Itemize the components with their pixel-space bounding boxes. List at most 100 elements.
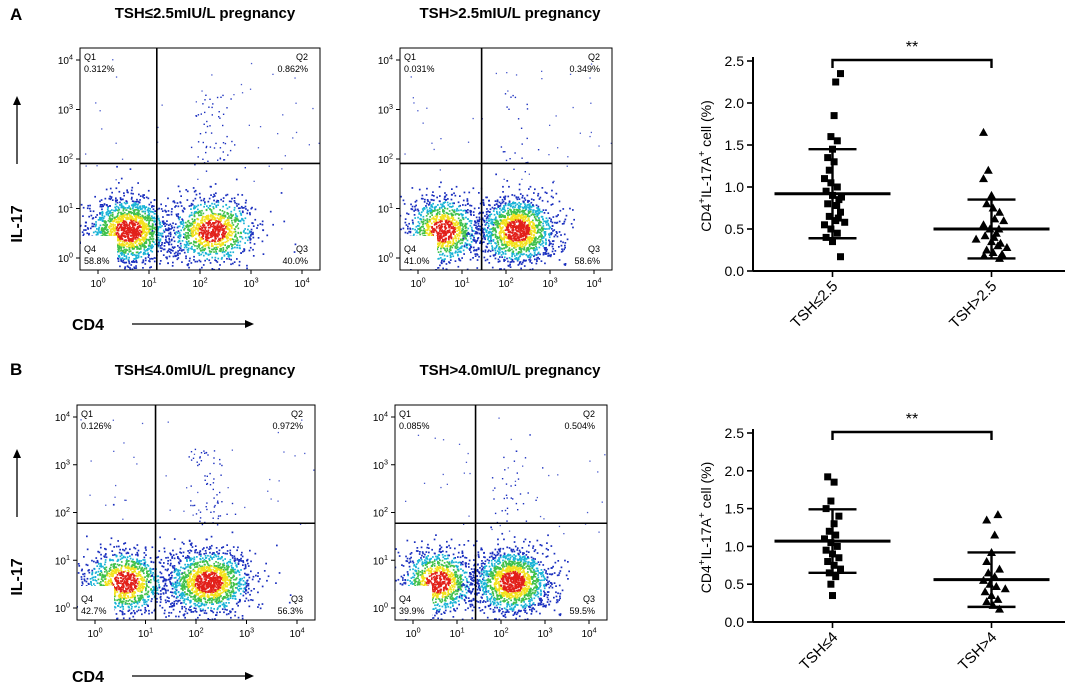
flow-event [139,223,141,225]
flow-event [539,253,541,256]
flow-event [194,241,197,244]
flow-event [151,219,154,222]
flow-event [161,104,163,106]
flow-event [126,249,129,251]
flow-event [235,202,238,205]
flow-event [535,210,538,213]
flow-event [499,251,501,254]
flow-event [158,242,160,245]
flow-event [116,215,119,218]
flow-event [130,219,132,222]
flow-event [136,257,139,259]
flow-event [544,253,547,255]
il17-axis-arrowhead [13,449,21,458]
flow-event [527,231,529,234]
flow-event [469,219,471,222]
flow-event [519,216,522,219]
flow-event [457,226,460,229]
flow-event [76,230,78,232]
flow-event [510,211,513,214]
flow-event [473,207,476,210]
flow-event [237,203,240,206]
flow-event [418,222,421,225]
flow-event [443,232,445,235]
flow-event [533,254,536,257]
flow-event [514,202,517,204]
flow-event [501,231,504,233]
flow-event [189,257,191,260]
flow-event [207,242,210,245]
flow-event [197,252,200,255]
flow-event [551,250,554,253]
flow-event [131,218,134,221]
flow-event [141,233,143,236]
flow-event [153,220,156,223]
flow-event [215,221,217,224]
flow-event [531,213,534,215]
flow-event [464,231,466,234]
flow-event [205,226,207,229]
flow-event [122,209,125,212]
flow-event [488,225,490,227]
flow-event [139,216,142,218]
flow-event [508,231,511,233]
flow-event [458,247,461,250]
flow-event [135,267,138,269]
flow-event [132,242,134,245]
flow-event [90,214,93,217]
flow-event [449,202,451,205]
flow-event [524,238,526,240]
flow-event [135,235,138,238]
flow-event [203,230,206,232]
flow-event [506,241,509,243]
flow-event [109,195,111,198]
flow-event [442,216,445,218]
flow-event [138,239,141,242]
flow-event [513,225,515,228]
flow-event [505,246,507,249]
flow-event [441,229,443,231]
flow-event [524,206,526,209]
flow-event [488,230,491,233]
flow-event [210,223,213,226]
flow-event [211,106,213,109]
flow-event [149,219,152,222]
flow-event [125,225,128,227]
flow-event [124,220,127,223]
flow-event [429,218,432,221]
flow-event [230,216,233,218]
flow-event [531,254,533,256]
flow-event [136,216,139,218]
flow-event [194,164,196,166]
flow-event [156,229,159,232]
flow-event [484,259,487,262]
flow-event [131,216,134,218]
flow-event [526,227,528,230]
flow-event [522,207,525,209]
flow-event [89,204,91,207]
flow-event [405,224,408,226]
flow-event [512,234,515,236]
flow-event [73,238,75,240]
flow-event [113,218,116,221]
flow-event [411,219,414,222]
flow-event [118,245,121,248]
quadrant-name-q1: Q1 [84,52,96,62]
flow-event [451,243,454,245]
flow-event [223,217,225,220]
flow-event [435,223,438,225]
flow-event [527,246,529,249]
flow-event [148,239,151,241]
x-tick-label: 104 [294,276,309,291]
flow-event [224,241,226,244]
flow-event [462,228,464,231]
flow-event [238,210,241,212]
flow-event [176,226,179,229]
quadrant-value-q3: 40.0% [282,256,308,266]
flow-event [143,230,146,233]
flow-event [444,228,447,231]
flow-event [210,251,213,253]
flow-event [121,261,124,263]
flow-event [518,211,521,214]
flow-event [454,242,456,245]
